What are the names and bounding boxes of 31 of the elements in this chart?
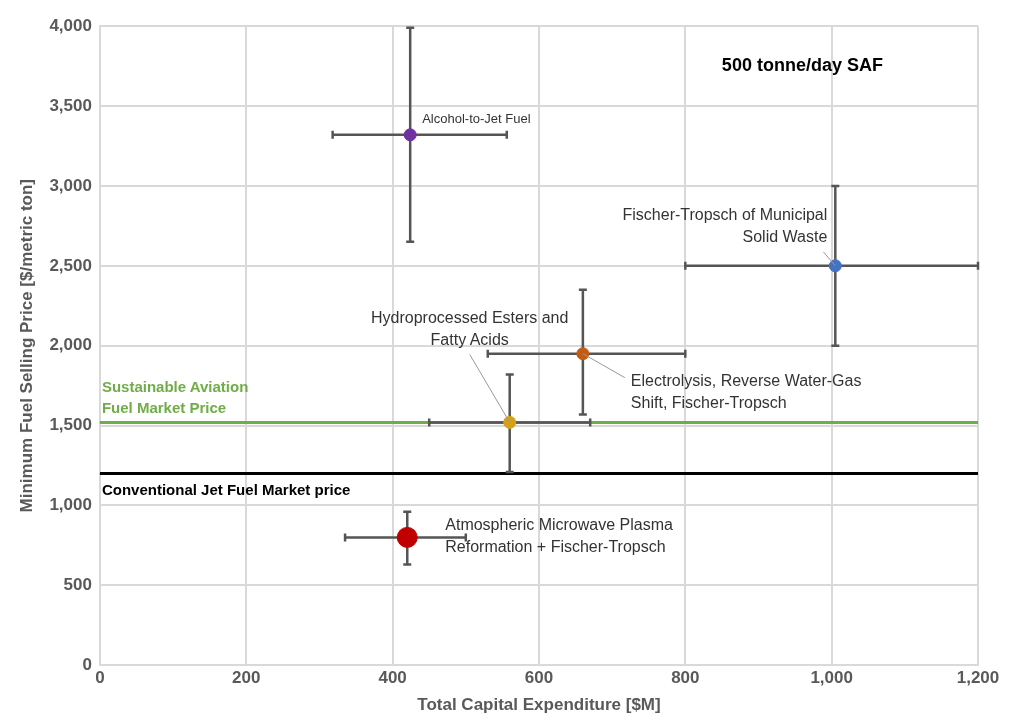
y-tick-label: 4,000 — [49, 15, 92, 35]
x-tick-label: 800 — [671, 668, 700, 688]
x-tick-label: 400 — [378, 668, 407, 688]
x-axis-title: Total Capital Expenditure [$M] — [417, 695, 661, 715]
ref-line-label: Conventional Jet Fuel Market price — [101, 481, 351, 499]
series-label: Atmospheric Microwave Plasma Reformation + Fischer-Tropsch — [445, 515, 673, 555]
y-tick-label: 1,000 — [49, 495, 92, 515]
y-tick-label: 500 — [63, 575, 92, 595]
x-tick-label: 1,000 — [810, 668, 853, 688]
y-tick-label: 0 — [82, 654, 92, 674]
point — [503, 415, 517, 429]
ref-line-label: Sustainable Aviation Fuel Market Price — [101, 378, 249, 417]
series-label: Fischer-Tropsch of Municipal Solid Waste — [622, 206, 828, 246]
point — [828, 259, 842, 273]
point — [396, 526, 418, 548]
y-tick-label: 2,000 — [49, 335, 92, 355]
y-tick-label: 3,500 — [49, 95, 92, 115]
text: Hydroprocessed Esters and Fatty Acids — [370, 308, 569, 348]
y-axis-title: Minimum Fuel Selling Price [$/metric ton] — [16, 178, 36, 513]
y-tick-label: 2,500 — [49, 255, 92, 275]
y-tick-label: 3,000 — [49, 175, 92, 195]
point — [403, 128, 417, 142]
y-tick-label: 1,500 — [49, 415, 92, 435]
series-label: Alcohol-to-Jet Fuel — [422, 110, 531, 126]
x-tick-label: 200 — [232, 668, 261, 688]
x-tick-label: 1,200 — [956, 668, 1000, 688]
x-tick-label: 0 — [95, 668, 105, 688]
text: Electrolysis, Reverse Water-Gas Shift, Fischer-Tropsch — [630, 372, 862, 412]
point — [576, 347, 590, 361]
annotation: 500 tonne/day SAF — [721, 55, 883, 76]
x-tick-label: 600 — [524, 668, 554, 688]
